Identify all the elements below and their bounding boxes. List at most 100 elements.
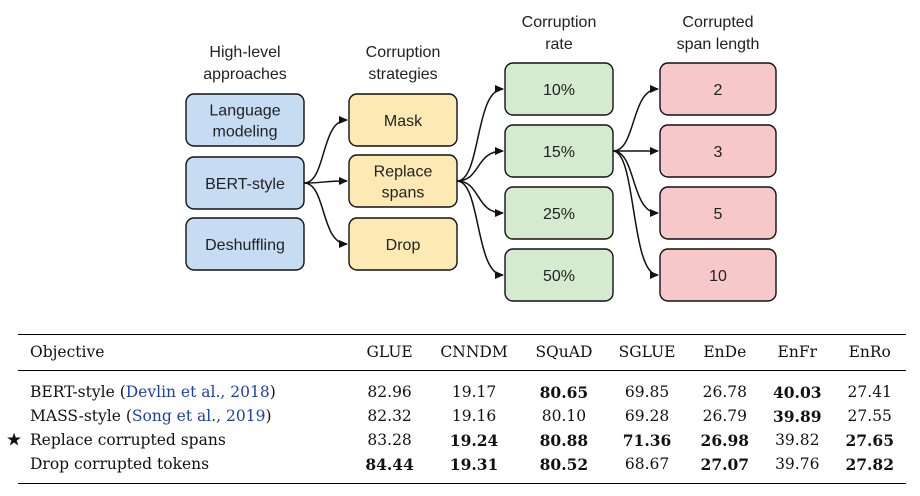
citation-link[interactable]: Song et al., 2019 bbox=[131, 407, 266, 425]
value-cell-enro: 27.82 bbox=[845, 454, 895, 474]
value-cell-cnndm: 19.24 bbox=[449, 430, 499, 450]
column-heading-2-line-1: rate bbox=[545, 36, 573, 53]
node-box-2-0 bbox=[504, 62, 614, 116]
value-cell-ende: 27.07 bbox=[700, 454, 750, 474]
column-heading-1-line-1: strategies bbox=[368, 66, 437, 83]
column-heading-0-line-0: High-level bbox=[209, 44, 280, 61]
diagram-nodes: Language modeling BERT-style Deshuffling Mas… bbox=[185, 62, 777, 302]
value-cell-squad: 80.88 bbox=[539, 430, 589, 450]
value-cell-enfr: 40.03 bbox=[772, 382, 822, 402]
value-cell-cnndm: 19.17 bbox=[451, 383, 497, 401]
table-row: Drop corrupted tokens 84.44 19.31 80.52 68.6… bbox=[18, 452, 906, 484]
node-box-2-3 bbox=[504, 248, 614, 302]
column-heading-0-line-1: approaches bbox=[203, 66, 287, 83]
node-label-3-2: 5 bbox=[714, 206, 723, 223]
column-header-glue: GLUE bbox=[366, 343, 413, 361]
node-box-1-0 bbox=[348, 93, 458, 147]
edge-2-1-to-3-0 bbox=[612, 85, 659, 152]
objective-cell: MASS-style (Song et al., 2019) bbox=[30, 407, 272, 425]
node-label-1-1: spans bbox=[382, 185, 425, 202]
value-cell-cnndm: 19.16 bbox=[451, 407, 497, 425]
column-heading-2-line-0: Corruption bbox=[522, 14, 597, 31]
value-cell-ende: 26.98 bbox=[700, 430, 750, 450]
value-cell-glue: 82.96 bbox=[367, 383, 412, 401]
value-cell-enro: 27.41 bbox=[847, 383, 892, 401]
value-cell-enro: 27.65 bbox=[845, 430, 895, 450]
objective-name: Drop corrupted tokens bbox=[30, 455, 210, 473]
node-label-0-0: Language bbox=[209, 103, 280, 120]
column-heading-3-line-0: Corrupted bbox=[682, 14, 753, 31]
node-box-0-2 bbox=[185, 217, 305, 271]
value-cell-glue: 83.28 bbox=[367, 431, 412, 449]
table-body: BERT-style (Devlin et al., 2018) 82.96 19.… bbox=[6, 371, 906, 484]
edge-1-1-to-2-0 bbox=[456, 85, 504, 182]
edge-0-1-to-1-2 bbox=[303, 182, 348, 248]
column-header-cnndm: CNNDM bbox=[440, 343, 508, 361]
node-label-2-1: 15% bbox=[543, 144, 575, 161]
citation-link[interactable]: Devlin et al., 2018 bbox=[125, 383, 270, 401]
column-header-ende: EnDe bbox=[703, 343, 747, 361]
value-cell-enfr: 39.89 bbox=[772, 406, 822, 426]
value-cell-squad: 80.10 bbox=[541, 407, 587, 425]
node-label-2-2: 25% bbox=[543, 206, 575, 223]
edge-1-1-to-2-1 bbox=[456, 147, 504, 182]
node-box-2-1 bbox=[504, 124, 614, 178]
edge-1-1-to-2-3 bbox=[456, 180, 504, 279]
node-label-1-2: Drop bbox=[386, 237, 421, 254]
node-label-2-3: 50% bbox=[543, 268, 575, 285]
table-row: ★ Replace corrupted spans 83.28 19.24 80.88 7… bbox=[6, 428, 906, 452]
column-heading-3-line-1: span length bbox=[677, 36, 760, 53]
node-label-1-0: Mask bbox=[384, 113, 423, 130]
node-label-3-3: 10 bbox=[709, 268, 727, 285]
node-label-3-1: 3 bbox=[714, 144, 723, 161]
node-box-3-2 bbox=[659, 186, 777, 240]
value-cell-sglue: 68.67 bbox=[624, 455, 670, 473]
objective-cell: BERT-style (Devlin et al., 2018) bbox=[30, 383, 276, 401]
objective-name: MASS-style bbox=[30, 407, 121, 425]
column-heading-1-line-0: Corruption bbox=[366, 44, 441, 61]
column-header-enro: EnRo bbox=[848, 343, 891, 361]
corruption-diagram: Language modeling BERT-style Deshuffling Mas… bbox=[185, 14, 777, 302]
value-cell-glue: 84.44 bbox=[365, 454, 414, 474]
edge-2-1-to-3-3 bbox=[612, 150, 659, 279]
node-box-1-1 bbox=[348, 154, 458, 208]
node-label-0-2: Deshuffling bbox=[205, 237, 285, 254]
objective-cell: ★ Replace corrupted spans bbox=[6, 428, 353, 452]
node-label-1-1: Replace bbox=[374, 164, 433, 181]
edge-0-1-to-1-0 bbox=[303, 116, 348, 184]
node-box-0-0 bbox=[185, 93, 305, 147]
column-header-sglue: SGLUE bbox=[618, 343, 676, 361]
node-label-0-0: modeling bbox=[213, 124, 278, 141]
value-cell-sglue: 71.36 bbox=[622, 430, 672, 450]
value-cell-cnndm: 19.31 bbox=[449, 454, 499, 474]
column-header-objective: Objective bbox=[30, 343, 105, 361]
value-cell-squad: 80.52 bbox=[539, 454, 589, 474]
node-box-0-1 bbox=[185, 156, 305, 210]
node-box-3-1 bbox=[659, 124, 777, 178]
node-box-1-2 bbox=[348, 217, 458, 271]
table-row: BERT-style (Devlin et al., 2018) 82.96 19.… bbox=[18, 371, 906, 405]
table-row: MASS-style (Song et al., 2019) 82.32 19.16… bbox=[18, 404, 906, 428]
results-table: Objective GLUE CNNDM SQuAD SGLUE EnDe EnFr EnRo… bbox=[6, 334, 906, 484]
node-box-3-3 bbox=[659, 248, 777, 302]
diagram-edges bbox=[303, 85, 659, 279]
value-cell-sglue: 69.28 bbox=[624, 407, 670, 425]
value-cell-squad: 80.65 bbox=[539, 382, 589, 402]
node-box-2-2 bbox=[504, 186, 614, 240]
objective-cell: Drop corrupted tokens bbox=[18, 452, 353, 484]
column-header-squad: SQuAD bbox=[535, 343, 593, 361]
edge-0-1-to-1-1 bbox=[303, 177, 348, 186]
value-cell-ende: 26.79 bbox=[702, 407, 747, 425]
value-cell-enfr: 39.82 bbox=[775, 431, 820, 449]
node-box-3-0 bbox=[659, 62, 777, 116]
node-label-3-0: 2 bbox=[714, 82, 723, 99]
value-cell-glue: 82.32 bbox=[367, 407, 412, 425]
node-label-2-0: 10% bbox=[543, 82, 575, 99]
objective-name: BERT-style bbox=[30, 383, 115, 401]
edge-1-1-to-2-2 bbox=[456, 180, 504, 217]
node-label-0-1: BERT-style bbox=[205, 176, 285, 193]
star-icon: ★ bbox=[6, 429, 23, 451]
value-cell-enfr: 39.76 bbox=[775, 455, 820, 473]
value-cell-sglue: 69.85 bbox=[624, 383, 670, 401]
value-cell-enro: 27.55 bbox=[847, 407, 892, 425]
